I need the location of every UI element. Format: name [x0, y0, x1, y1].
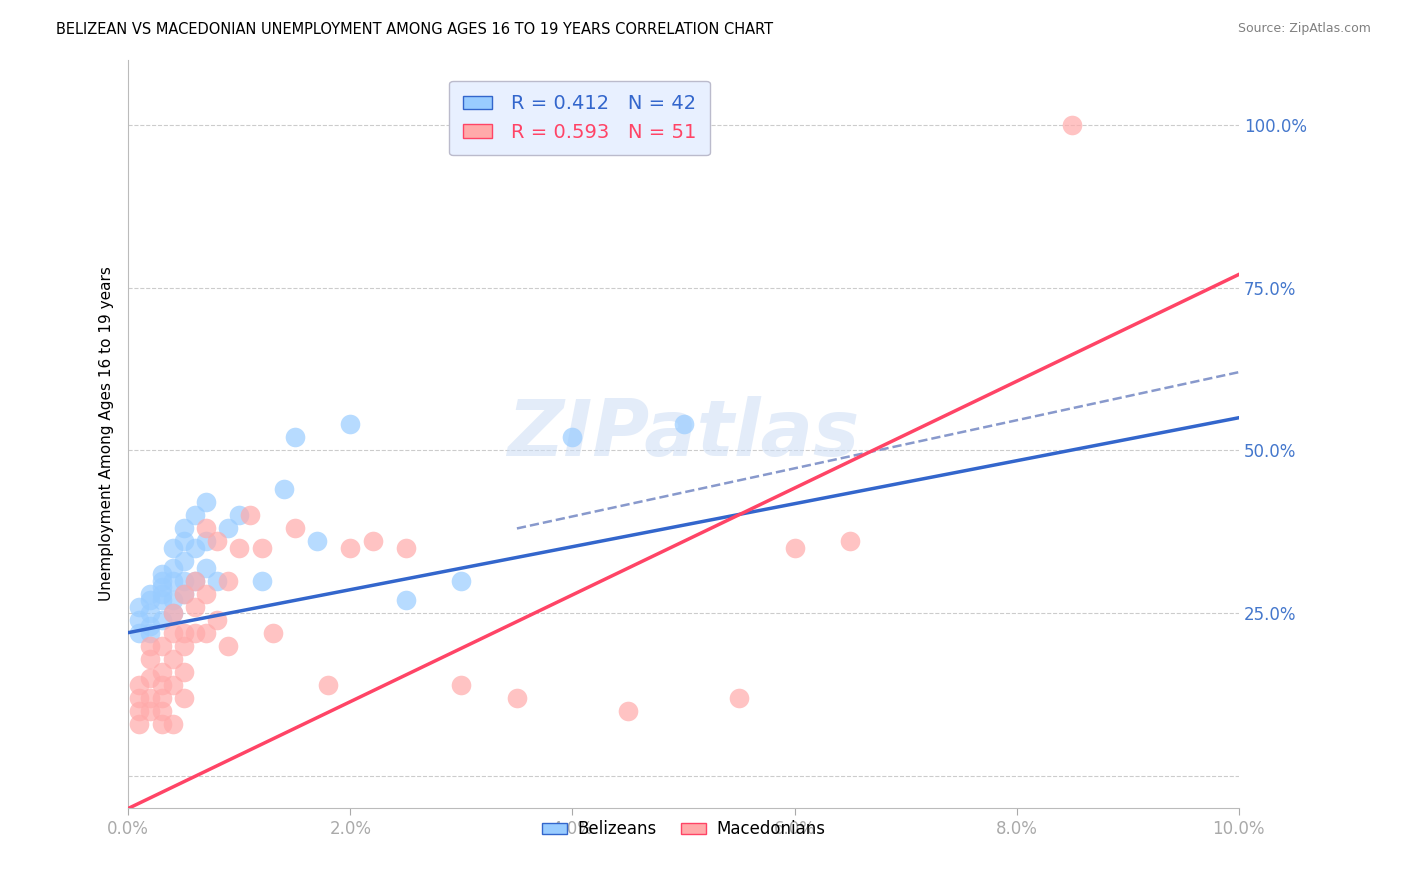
Point	[728, 690, 751, 705]
Point	[162, 574, 184, 588]
Point	[150, 574, 173, 588]
Point	[217, 574, 239, 588]
Point	[162, 606, 184, 620]
Point	[239, 508, 262, 523]
Point	[150, 593, 173, 607]
Point	[184, 508, 207, 523]
Point	[284, 521, 307, 535]
Point	[184, 574, 207, 588]
Text: BELIZEAN VS MACEDONIAN UNEMPLOYMENT AMONG AGES 16 TO 19 YEARS CORRELATION CHART: BELIZEAN VS MACEDONIAN UNEMPLOYMENT AMON…	[56, 22, 773, 37]
Point	[139, 704, 162, 718]
Point	[150, 704, 173, 718]
Point	[173, 665, 195, 679]
Point	[195, 560, 218, 574]
Point	[361, 534, 384, 549]
Point	[273, 483, 295, 497]
Point	[150, 580, 173, 594]
Point	[316, 678, 339, 692]
Point	[450, 574, 472, 588]
Point	[128, 599, 150, 614]
Point	[250, 574, 273, 588]
Point	[150, 567, 173, 582]
Point	[195, 495, 218, 509]
Point	[150, 586, 173, 600]
Point	[162, 625, 184, 640]
Point	[205, 574, 228, 588]
Point	[139, 606, 162, 620]
Point	[128, 678, 150, 692]
Point	[128, 690, 150, 705]
Point	[128, 625, 150, 640]
Point	[839, 534, 862, 549]
Point	[561, 430, 583, 444]
Point	[162, 651, 184, 665]
Point	[262, 625, 284, 640]
Point	[339, 541, 361, 555]
Point	[150, 613, 173, 627]
Point	[150, 639, 173, 653]
Point	[672, 417, 695, 432]
Point	[128, 716, 150, 731]
Point	[173, 534, 195, 549]
Point	[173, 574, 195, 588]
Legend: Belizeans, Macedonians: Belizeans, Macedonians	[536, 814, 832, 845]
Point	[139, 651, 162, 665]
Y-axis label: Unemployment Among Ages 16 to 19 years: Unemployment Among Ages 16 to 19 years	[100, 267, 114, 601]
Point	[162, 678, 184, 692]
Point	[217, 521, 239, 535]
Point	[139, 619, 162, 633]
Point	[162, 560, 184, 574]
Point	[395, 593, 418, 607]
Point	[305, 534, 328, 549]
Point	[139, 593, 162, 607]
Point	[195, 521, 218, 535]
Point	[139, 671, 162, 685]
Point	[195, 534, 218, 549]
Point	[162, 593, 184, 607]
Point	[173, 521, 195, 535]
Point	[617, 704, 640, 718]
Point	[173, 586, 195, 600]
Point	[150, 716, 173, 731]
Point	[217, 639, 239, 653]
Point	[184, 574, 207, 588]
Point	[150, 665, 173, 679]
Point	[173, 639, 195, 653]
Point	[1062, 118, 1084, 132]
Point	[173, 625, 195, 640]
Point	[139, 625, 162, 640]
Point	[128, 704, 150, 718]
Point	[195, 625, 218, 640]
Text: ZIPatlas: ZIPatlas	[508, 396, 859, 472]
Point	[205, 613, 228, 627]
Point	[395, 541, 418, 555]
Point	[184, 625, 207, 640]
Point	[783, 541, 806, 555]
Point	[162, 541, 184, 555]
Point	[139, 690, 162, 705]
Point	[173, 554, 195, 568]
Point	[450, 678, 472, 692]
Point	[228, 541, 250, 555]
Point	[150, 690, 173, 705]
Point	[195, 586, 218, 600]
Point	[205, 534, 228, 549]
Point	[173, 690, 195, 705]
Point	[162, 606, 184, 620]
Point	[184, 599, 207, 614]
Point	[162, 716, 184, 731]
Point	[150, 678, 173, 692]
Point	[128, 613, 150, 627]
Point	[284, 430, 307, 444]
Point	[184, 541, 207, 555]
Point	[339, 417, 361, 432]
Point	[228, 508, 250, 523]
Text: Source: ZipAtlas.com: Source: ZipAtlas.com	[1237, 22, 1371, 36]
Point	[506, 690, 529, 705]
Point	[173, 586, 195, 600]
Point	[250, 541, 273, 555]
Point	[139, 586, 162, 600]
Point	[139, 639, 162, 653]
